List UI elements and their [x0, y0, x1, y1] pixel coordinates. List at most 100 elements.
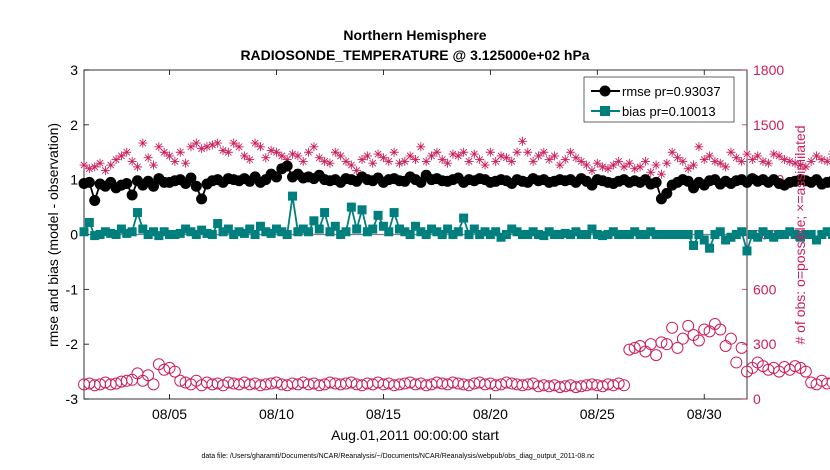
bias-point	[651, 230, 661, 239]
legend-bias-marker	[600, 106, 610, 116]
rmse-point	[148, 180, 160, 192]
obs-assimilated-point	[197, 144, 207, 154]
obs-assimilated-point	[116, 151, 126, 161]
bias-point	[662, 230, 672, 239]
obs-assimilated-point	[186, 142, 196, 152]
obs-assimilated-point	[528, 156, 538, 166]
obs-assimilated-point	[699, 155, 709, 165]
x-tick-label: 08/10	[259, 406, 294, 422]
bias-point	[330, 221, 340, 231]
obs-assimilated-point	[779, 155, 789, 165]
obs-assimilated-point	[341, 156, 351, 166]
obs-assimilated-point	[667, 147, 677, 157]
bias-point	[127, 227, 137, 237]
obs-assimilated-point	[378, 153, 388, 163]
obs-assimilated-point	[469, 149, 479, 159]
bias-point	[84, 217, 94, 227]
obs-assimilated-point	[566, 147, 576, 157]
bias-point	[165, 230, 175, 239]
bias-point	[298, 224, 308, 234]
obs-assimilated-point	[763, 158, 773, 168]
bias-point	[512, 227, 522, 237]
bias-point	[624, 230, 634, 239]
bias-point	[667, 230, 677, 239]
obs-assimilated-point	[357, 155, 367, 165]
obs-assimilated-point	[550, 151, 560, 161]
y-right-tick-label: 600	[753, 281, 777, 297]
x-tick-label: 08/25	[580, 406, 615, 422]
obs-assimilated-point	[710, 156, 720, 166]
obs-assimilated-point	[143, 153, 153, 163]
bias-point	[496, 232, 506, 242]
bias-point	[250, 230, 260, 239]
obs-assimilated-point	[742, 149, 752, 159]
bias-point	[336, 230, 346, 239]
obs-assimilated-point	[480, 160, 490, 170]
obs-assimilated-point	[496, 151, 506, 161]
bias-point	[608, 227, 618, 237]
obs-assimilated-point	[598, 162, 608, 172]
bias-point	[416, 227, 426, 237]
obs-possible-point	[644, 338, 657, 351]
legend-bias-label: bias pr=0.10013	[622, 104, 716, 119]
rmse-point	[126, 189, 138, 201]
obs-possible-point	[789, 360, 802, 373]
x-tick-label: 08/30	[687, 406, 722, 422]
bias-point	[790, 230, 800, 239]
obs-assimilated-point	[747, 155, 757, 165]
bias-point	[694, 230, 704, 239]
obs-possible-point	[799, 365, 812, 378]
obs-assimilated-point	[817, 155, 827, 165]
obs-assimilated-point	[229, 138, 239, 148]
obs-assimilated-point	[812, 151, 822, 161]
bias-point	[288, 191, 298, 201]
y-left-tick-label: -1	[66, 281, 79, 297]
bias-point	[480, 227, 490, 237]
obs-assimilated-point	[170, 156, 180, 166]
bias-point	[170, 230, 180, 239]
obs-assimilated-point	[127, 156, 137, 166]
obs-assimilated-point	[582, 160, 592, 170]
obs-assimilated-point	[159, 147, 169, 157]
obs-assimilated-point	[384, 156, 394, 166]
y-right-tick-label: 0	[753, 391, 761, 407]
bias-point	[635, 230, 645, 239]
obs-assimilated-point	[533, 151, 543, 161]
obs-assimilated-point	[223, 147, 233, 157]
bias-point	[699, 235, 709, 245]
bias-point	[678, 230, 688, 239]
obs-assimilated-point	[346, 160, 356, 170]
obs-possible-point	[142, 369, 155, 382]
obs-assimilated-point	[149, 160, 159, 170]
bias-point	[582, 230, 592, 239]
bias-point	[116, 224, 126, 234]
bias-point	[304, 227, 314, 237]
x-tick-label: 08/05	[152, 406, 187, 422]
bias-point	[619, 230, 629, 239]
bias-point	[491, 227, 501, 237]
obs-assimilated-point	[672, 153, 682, 163]
y-axis-label-right: # of obs: o=possible; ×=assimilated	[792, 125, 808, 344]
bias-point	[485, 230, 495, 239]
obs-assimilated-point	[715, 158, 725, 168]
obs-assimilated-point	[512, 147, 522, 157]
bias-point	[550, 230, 560, 239]
rmse-point	[661, 187, 673, 199]
bias-point	[779, 230, 789, 239]
bias-point	[758, 227, 768, 237]
bias-point	[785, 227, 795, 237]
obs-assimilated-point	[485, 147, 495, 157]
obs-assimilated-point	[100, 166, 110, 176]
obs-possible-point	[730, 356, 743, 369]
obs-assimilated-point	[330, 147, 340, 157]
bias-point	[378, 221, 388, 231]
obs-assimilated-point	[758, 156, 768, 166]
obs-possible-point	[168, 365, 181, 378]
bias-point	[411, 221, 420, 231]
bias-point	[705, 243, 715, 253]
bias-point	[592, 230, 602, 239]
obs-assimilated-point	[245, 155, 255, 165]
obs-assimilated-point	[705, 151, 715, 161]
obs-assimilated-point	[721, 162, 731, 172]
obs-assimilated-point	[753, 151, 763, 161]
